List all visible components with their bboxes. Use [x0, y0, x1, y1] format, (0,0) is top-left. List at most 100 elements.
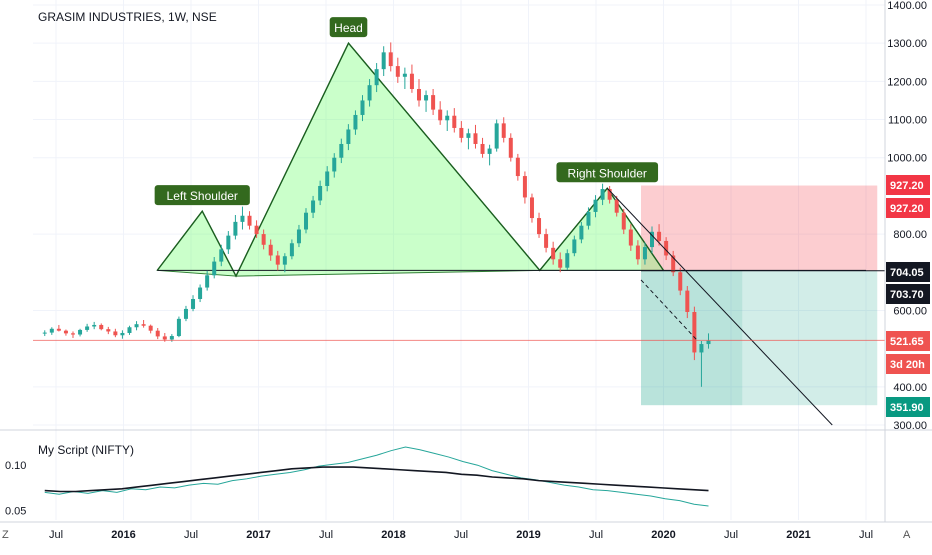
time-tick-label: 2018	[381, 529, 405, 541]
axes: 1400.00 1300.00 1200.00 1100.00 1000.00 800.0…	[0, 0, 932, 541]
candle-body	[318, 185, 323, 201]
price-badge	[886, 397, 930, 417]
price-badge-label: 927.20	[890, 180, 924, 192]
candle-body	[522, 176, 527, 198]
candle-body	[106, 329, 111, 332]
candle-body	[452, 115, 457, 128]
price-tick-label: 1100.00	[888, 115, 927, 127]
time-tick-label: Jul	[184, 529, 198, 541]
candle-body	[579, 225, 584, 240]
candle-body	[480, 143, 485, 154]
time-tick-label: 2019	[516, 529, 540, 541]
indicator-tick-label: 0.10	[5, 460, 26, 472]
candle-body	[325, 171, 330, 186]
candle-body	[367, 85, 372, 101]
candle-body	[198, 287, 203, 299]
candle-body	[212, 261, 217, 276]
candle-body	[353, 114, 358, 130]
price-badge	[886, 262, 930, 282]
price-badge-label: 351.90	[890, 402, 924, 414]
indicator-series	[44, 446, 709, 507]
candle-body	[120, 332, 125, 336]
time-tick-label: 2021	[786, 529, 810, 541]
chart-title: GRASIM INDUSTRIES, 1W, NSE	[38, 10, 217, 24]
candle-body	[311, 200, 316, 213]
candle-body	[360, 100, 365, 115]
candle-body	[240, 215, 245, 222]
candle-body	[346, 129, 351, 144]
candle-body	[572, 239, 577, 254]
position-zones	[641, 185, 878, 406]
candle-body	[155, 330, 160, 337]
time-tick-label: 2016	[111, 529, 135, 541]
candle-body	[162, 336, 167, 340]
candle-body	[600, 189, 605, 200]
projection-line	[606, 187, 833, 426]
price-candles	[42, 42, 711, 387]
candle-body	[374, 69, 379, 86]
candle-body	[268, 244, 273, 256]
candle-body	[431, 95, 436, 110]
candle-body	[445, 115, 450, 121]
zoom-icon[interactable]: Z	[2, 529, 9, 541]
candle-body	[247, 215, 252, 226]
candle-body	[395, 66, 400, 77]
candle-body	[332, 157, 337, 172]
candle-body	[409, 73, 414, 89]
time-tick-label: Jul	[859, 529, 873, 541]
candle-body	[515, 157, 520, 177]
candle-body	[551, 247, 556, 260]
candle-body	[685, 290, 690, 312]
price-badge-label: 703.70	[890, 289, 924, 301]
annotation-label: Left Shoulder	[167, 189, 238, 203]
price-badge-label: 521.65	[890, 336, 924, 348]
candle-body	[42, 332, 47, 334]
candle-body	[558, 259, 563, 268]
candle-body	[63, 330, 68, 334]
time-tick-label: Jul	[724, 529, 738, 541]
candle-body	[699, 344, 704, 353]
candle-body	[381, 52, 386, 70]
price-badge-label: 3d 20h	[890, 359, 925, 371]
candle-body	[226, 235, 231, 250]
candle-body	[339, 143, 344, 158]
price-tick-label: 800.00	[893, 229, 927, 241]
candle-body	[642, 247, 647, 260]
candle-body	[614, 199, 619, 213]
candle-body	[657, 231, 662, 241]
candle-body	[473, 133, 478, 144]
candle-body	[466, 133, 471, 138]
candle-body	[628, 229, 633, 246]
candle-body	[487, 148, 492, 154]
auto-scale-icon[interactable]: A	[903, 529, 911, 541]
candle-body	[635, 245, 640, 260]
candle-body	[169, 336, 174, 340]
candle-body	[706, 340, 711, 345]
price-badge	[886, 354, 930, 374]
candle-body	[621, 212, 626, 230]
candle-body	[459, 127, 464, 138]
candle-body	[282, 256, 287, 265]
price-tick-label: 400.00	[893, 382, 927, 394]
candle-body	[261, 234, 266, 245]
candle-body	[501, 123, 506, 138]
time-tick-label: 2017	[246, 529, 270, 541]
candle-body	[692, 311, 697, 353]
annotation-box	[154, 185, 250, 206]
stop-loss-zone	[641, 185, 878, 271]
candle-body	[537, 218, 542, 235]
candle-body	[402, 73, 407, 77]
candle-body	[494, 123, 499, 149]
annotation-label: Right Shoulder	[568, 166, 647, 180]
candle-body	[424, 95, 429, 101]
candle-body	[134, 324, 139, 328]
candle-body	[586, 211, 591, 226]
price-tick-label: 1200.00	[887, 76, 927, 88]
price-tick-label: 1000.00	[887, 153, 927, 165]
price-badge-label: 704.05	[890, 267, 924, 279]
candle-body	[296, 229, 301, 244]
time-tick-label: Jul	[454, 529, 468, 541]
annotation-box	[556, 162, 659, 183]
candle-body	[85, 326, 90, 330]
